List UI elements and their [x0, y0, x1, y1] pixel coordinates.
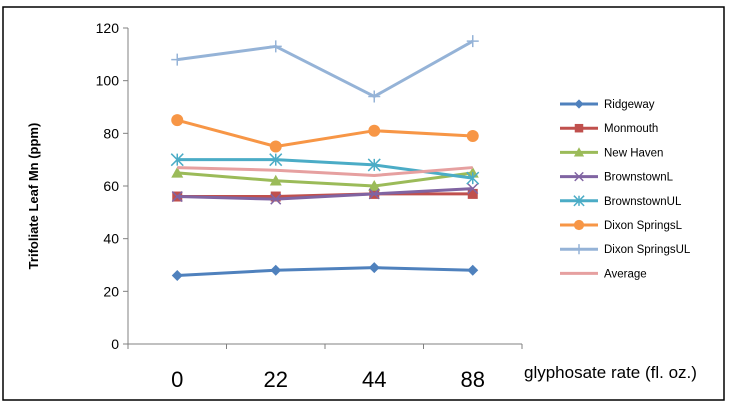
- legend-label: Monmouth: [604, 123, 658, 135]
- y-tick-label: 20: [103, 283, 119, 299]
- data-point: [368, 188, 380, 200]
- data-point: [269, 40, 282, 53]
- legend-item: BrownstownUL: [560, 195, 682, 208]
- y-axis-label: Trifoliate Leaf Mn (ppm): [26, 123, 41, 270]
- data-point: [171, 270, 183, 282]
- legend-label: New Haven: [604, 147, 663, 159]
- series-line: [176, 118, 473, 148]
- x-tick-label: 44: [362, 367, 386, 392]
- legend-item: Monmouth: [560, 123, 658, 135]
- series-layer: [170, 35, 480, 282]
- chart-area-border: [2, 6, 725, 401]
- x-tick-label: 0: [171, 367, 183, 392]
- y-tick-label: 60: [103, 178, 119, 194]
- data-point: [171, 166, 184, 178]
- axes: 0 20 40 60 80 100 120 0 22 44 88: [96, 20, 523, 392]
- data-point: [467, 188, 478, 199]
- y-tick-label: 40: [103, 231, 119, 247]
- x-axis-label: glyphosate rate (fl. oz.): [524, 363, 697, 382]
- data-point: [574, 99, 584, 109]
- series-brownstownl: [171, 183, 479, 205]
- series-average: [177, 166, 473, 177]
- y-tick-label: 80: [103, 125, 119, 141]
- y-tick-label: 120: [96, 20, 120, 36]
- legend-item: BrownstownL: [560, 172, 674, 184]
- data-point: [270, 193, 282, 205]
- data-point: [367, 158, 381, 172]
- x-tick-label: 88: [461, 367, 485, 392]
- series-line: [177, 166, 473, 177]
- data-point: [574, 171, 584, 182]
- data-point: [270, 191, 281, 202]
- data-point: [466, 129, 479, 142]
- x-tick-label: 22: [264, 367, 288, 392]
- data-point: [573, 244, 585, 255]
- legend-label: Ridgeway: [604, 99, 655, 111]
- data-point: [171, 191, 183, 203]
- data-point: [269, 140, 282, 153]
- legend-label: Dixon SpringsL: [604, 220, 683, 232]
- legend-item: Ridgeway: [560, 99, 655, 111]
- series-dixon-springsl: [171, 114, 479, 153]
- legend: Ridgeway Monmouth New Haven BrownstownL Brow…: [560, 99, 691, 280]
- legend-item: Dixon SpringsL: [560, 219, 683, 232]
- legend-item: Dixon SpringsUL: [560, 244, 691, 256]
- data-point: [368, 262, 380, 274]
- data-point: [269, 153, 283, 167]
- data-point: [467, 264, 479, 276]
- legend-item: Average: [560, 268, 647, 280]
- series-line: [177, 266, 473, 278]
- series-line: [177, 171, 473, 188]
- data-point: [368, 180, 381, 191]
- legend-label: BrownstownL: [604, 172, 674, 184]
- data-point: [573, 219, 585, 231]
- series-line: [177, 187, 473, 201]
- data-point: [466, 35, 479, 48]
- legend-item: New Haven: [560, 147, 663, 159]
- series-ridgeway: [171, 262, 479, 282]
- series-dixon-springsul: [171, 35, 479, 103]
- data-point: [270, 264, 282, 276]
- legend-label: Dixon SpringsUL: [604, 244, 691, 256]
- data-point: [467, 183, 479, 195]
- data-point: [171, 53, 184, 66]
- data-point: [466, 171, 480, 185]
- legend-label: BrownstownUL: [604, 196, 682, 208]
- y-tick-label: 0: [111, 336, 119, 352]
- data-point: [171, 114, 184, 127]
- data-point: [170, 153, 184, 167]
- data-point: [368, 90, 381, 103]
- y-tick-label: 100: [96, 73, 120, 89]
- legend-label: Average: [604, 268, 647, 280]
- series-line: [177, 39, 474, 98]
- data-point: [269, 174, 282, 186]
- data-point: [574, 123, 584, 133]
- data-point: [573, 195, 585, 207]
- data-point: [368, 124, 381, 137]
- data-point: [573, 147, 585, 157]
